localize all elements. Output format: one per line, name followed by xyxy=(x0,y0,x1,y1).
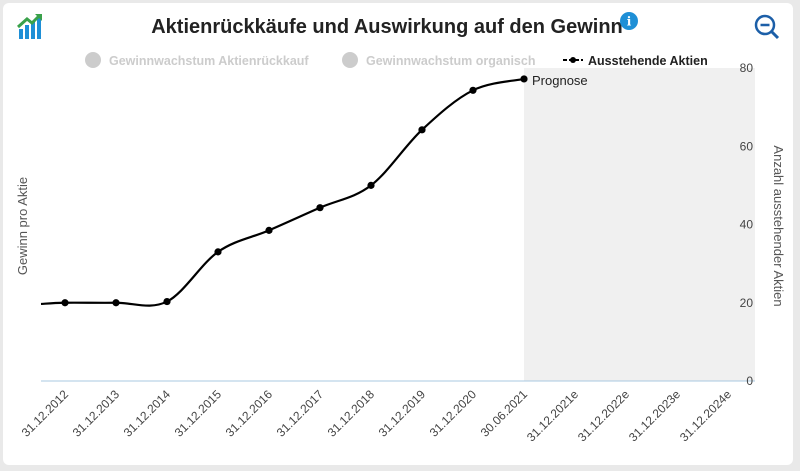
legend-item-outstanding-shares[interactable]: Ausstehende Aktien xyxy=(563,54,708,68)
y-tick-label: 80 xyxy=(740,61,754,75)
x-tick-label: 31.12.2019 xyxy=(376,387,429,440)
chart-svg: Aktienrückkäufe und Auswirkung auf den G… xyxy=(15,12,786,444)
chart-card: Aktienrückkäufe und Auswirkung auf den G… xyxy=(3,3,793,465)
data-point xyxy=(469,86,477,94)
x-tick-label: 31.12.2014 xyxy=(121,387,174,440)
x-tick-label: 31.12.2016 xyxy=(223,387,276,440)
growth-chart-icon xyxy=(17,13,42,39)
x-tick-label: 31.12.2012 xyxy=(19,387,72,440)
zoom-out-icon[interactable] xyxy=(754,14,780,40)
y-axis-left-title: Gewinn pro Aktie xyxy=(15,177,30,275)
svg-text:Gewinnwachstum Aktienrückkauf: Gewinnwachstum Aktienrückkauf xyxy=(109,54,309,68)
y-tick-label: 60 xyxy=(740,139,754,153)
y-axis-right-title: Anzahl ausstehender Aktien xyxy=(771,145,786,306)
y-tick-label: 0 xyxy=(746,374,753,388)
x-tick-label: 31.12.2015 xyxy=(172,387,225,440)
x-tick-label: 30.06.2021 xyxy=(478,387,531,440)
svg-text:Ausstehende Aktien: Ausstehende Aktien xyxy=(588,54,708,68)
x-tick-label: 31.12.2017 xyxy=(274,387,327,440)
svg-text:i: i xyxy=(627,15,632,29)
chart-title: Aktienrückkäufe und Auswirkung auf den G… xyxy=(151,16,623,38)
x-tick-label: 31.12.2013 xyxy=(70,387,123,440)
legend-item-buyback-growth[interactable]: Gewinnwachstum Aktienrückkauf xyxy=(85,52,309,68)
plot-area: 02040608031.12.201231.12.201331.12.20143… xyxy=(15,61,786,444)
data-point xyxy=(520,75,528,83)
x-tick-label: 31.12.2022e xyxy=(575,387,632,444)
forecast-annotation: Prognose xyxy=(532,73,588,88)
legend: Gewinnwachstum Aktienrückkauf Gewinnwach… xyxy=(85,52,708,68)
x-tick-label: 31.12.2023e xyxy=(626,387,683,444)
y-tick-label: 40 xyxy=(740,218,754,232)
data-point xyxy=(367,181,375,189)
data-point xyxy=(265,226,273,234)
svg-text:Gewinnwachstum organisch: Gewinnwachstum organisch xyxy=(366,54,535,68)
x-tick-label: 31.12.2021e xyxy=(524,387,581,444)
data-point xyxy=(418,126,426,134)
data-point xyxy=(214,248,222,256)
data-point xyxy=(61,299,69,307)
x-tick-label: 31.12.2020 xyxy=(427,387,480,440)
x-tick-label: 31.12.2024e xyxy=(677,387,734,444)
data-point xyxy=(163,297,171,306)
data-point xyxy=(112,299,120,307)
forecast-band xyxy=(524,68,755,381)
series-line-outstanding-shares xyxy=(40,77,525,307)
x-tick-label: 31.12.2018 xyxy=(325,387,378,440)
info-icon[interactable]: i xyxy=(620,12,638,30)
y-tick-label: 20 xyxy=(740,296,754,310)
data-point xyxy=(316,204,324,212)
legend-item-organic-growth[interactable]: Gewinnwachstum organisch xyxy=(342,52,535,68)
